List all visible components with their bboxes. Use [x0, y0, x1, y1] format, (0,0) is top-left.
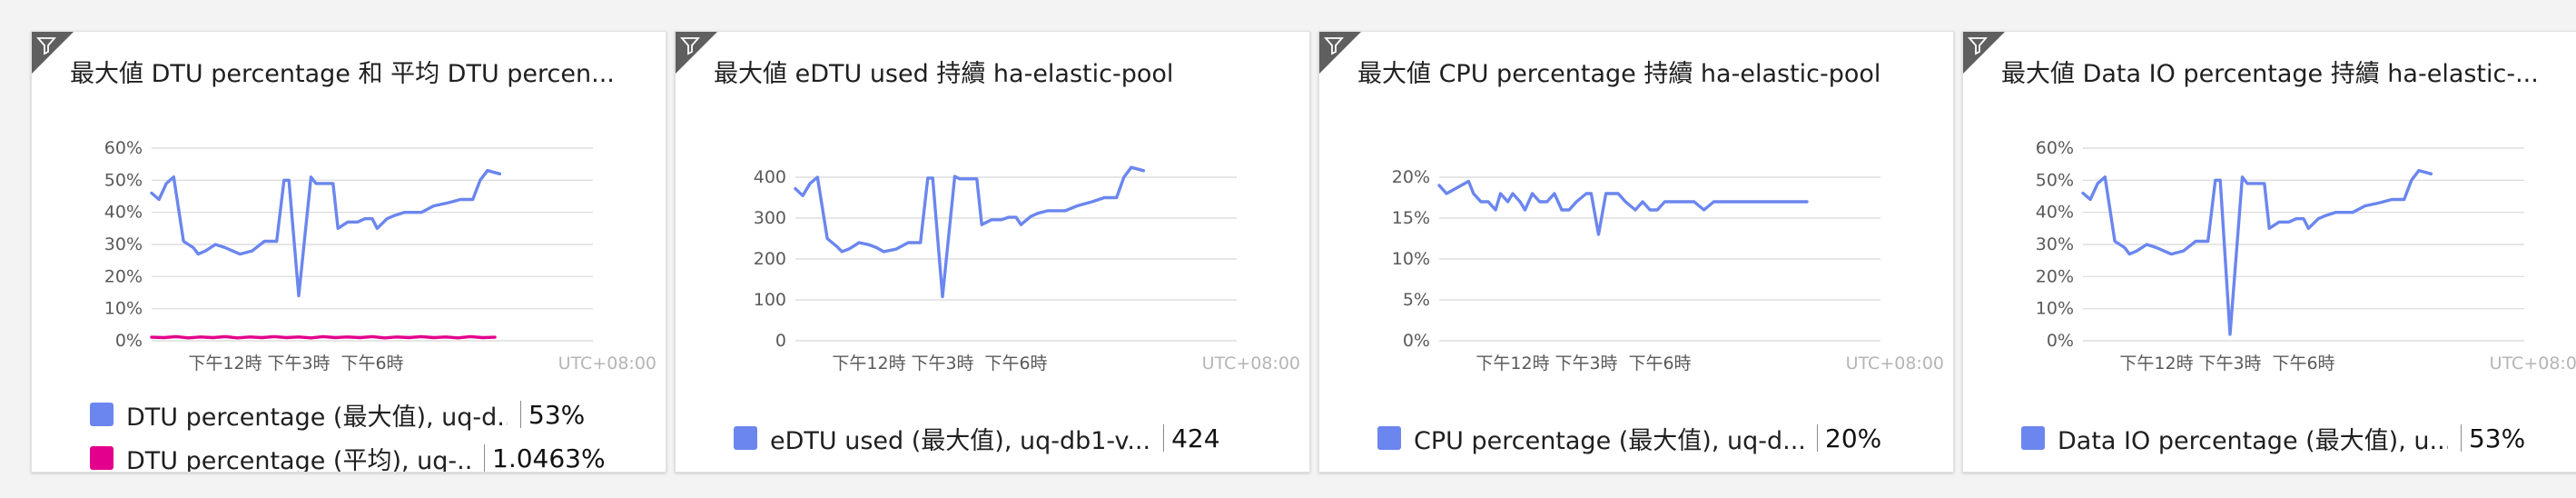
y-tick-label: 10%: [104, 299, 143, 319]
legend-swatch: [2021, 426, 2045, 450]
filter-icon[interactable]: [1963, 32, 2005, 74]
timezone-label: UTC+08:00: [1202, 354, 1300, 374]
y-tick-label: 30%: [104, 234, 143, 254]
filter-icon[interactable]: [1319, 32, 1361, 74]
y-tick-label: 100: [754, 290, 786, 310]
series-line[interactable]: [2081, 168, 2433, 336]
legend-value: 1.0463%: [492, 443, 606, 473]
timezone-label: UTC+08:00: [1846, 354, 1944, 374]
x-tick-label: 下午12時: [188, 354, 262, 374]
y-tick-label: 5%: [1403, 290, 1430, 310]
x-tick-label: 下午6時: [2272, 354, 2334, 374]
tile-cpu-percentage[interactable]: 最大値 CPU percentage 持續 ha-elastic-pool 20…: [1318, 31, 1954, 473]
legend-swatch: [90, 403, 114, 426]
filter-icon[interactable]: [32, 32, 74, 74]
x-tick-label: 下午12時: [1476, 354, 1549, 374]
legend-divider: [484, 444, 485, 472]
legend-series-name: DTU percentage (平均), uq-...: [126, 446, 471, 473]
legend-series-name: Data IO percentage (最大值), u...: [2058, 426, 2448, 455]
legend-swatch: [1377, 426, 1401, 450]
y-tick-label: 0%: [115, 331, 143, 351]
y-tick-label: 400: [754, 167, 786, 187]
y-tick-label: 40%: [2036, 203, 2074, 223]
y-tick-label: 20%: [2036, 266, 2074, 286]
y-tick-label: 60%: [104, 138, 143, 158]
tile-data-io-percentage[interactable]: 最大値 Data IO percentage 持續 ha-elastic-...…: [1962, 31, 2576, 473]
y-tick-label: 300: [754, 208, 786, 228]
legend-item[interactable]: DTU percentage (最大值), uq-d... 53%: [90, 396, 585, 433]
y-tick-label: 15%: [1392, 208, 1430, 228]
legend-item[interactable]: eDTU used (最大值), uq-db1-v... 424: [734, 420, 1220, 456]
x-tick-label: 下午12時: [832, 354, 905, 374]
timezone-label: UTC+08:00: [558, 354, 656, 374]
legend-swatch: [734, 426, 757, 450]
y-tick-label: 50%: [104, 170, 143, 190]
line-chart: 20% 15% 10% 5% 0% 下午12時 下午3時 下午6時 UTC+08:00: [1392, 167, 1944, 374]
legend-value: 53%: [2468, 423, 2526, 453]
y-tick-label: 50%: [2036, 170, 2074, 190]
legend-divider: [1817, 424, 1818, 452]
x-tick-label: 下午6時: [1628, 354, 1691, 374]
legend-value: 20%: [1825, 423, 1882, 453]
y-tick-label: 60%: [2036, 138, 2074, 158]
y-tick-label: 0%: [2047, 331, 2074, 351]
legend-value: 424: [1171, 423, 1220, 453]
legend-item[interactable]: CPU percentage (最大值), uq-d... 20%: [1377, 420, 1881, 456]
tile-title: 最大値 DTU percentage 和 平均 DTU percen...: [70, 60, 615, 88]
series-line[interactable]: [794, 165, 1146, 299]
series-line[interactable]: [150, 334, 497, 340]
x-tick-label: 下午6時: [341, 354, 403, 374]
legend-series-name: DTU percentage (最大值), uq-d...: [126, 403, 508, 432]
tile-title: 最大値 Data IO percentage 持續 ha-elastic-...: [2001, 60, 2539, 88]
y-tick-label: 200: [754, 249, 786, 269]
x-tick-label: 下午3時: [267, 354, 330, 374]
series-line[interactable]: [150, 168, 502, 298]
x-tick-label: 下午6時: [984, 354, 1047, 374]
y-tick-label: 20%: [104, 266, 143, 286]
legend-value: 53%: [528, 399, 586, 430]
y-tick-label: 30%: [2036, 234, 2074, 254]
tile-title: 最大値 CPU percentage 持續 ha-elastic-pool: [1357, 60, 1881, 88]
x-tick-label: 下午12時: [2119, 354, 2193, 374]
y-tick-label: 10%: [1392, 249, 1430, 269]
y-tick-label: 40%: [104, 203, 143, 223]
filter-icon[interactable]: [676, 32, 717, 74]
legend-swatch: [90, 446, 114, 470]
x-tick-label: 下午3時: [911, 354, 973, 374]
x-tick-label: 下午3時: [1554, 354, 1617, 374]
legend-item[interactable]: DTU percentage (平均), uq-... 1.0463%: [90, 440, 606, 473]
line-chart: 60% 50% 40% 30% 20% 10% 0% 下午12時 下午3時 下午6時 UTC+08:…: [2036, 138, 2576, 374]
y-tick-label: 0%: [1403, 331, 1430, 351]
tile-dtu-percentage[interactable]: 最大値 DTU percentage 和 平均 DTU percen... 60…: [31, 31, 666, 473]
y-tick-label: 0: [775, 331, 786, 351]
y-tick-label: 10%: [2036, 299, 2074, 319]
legend-series-name: CPU percentage (最大值), uq-d...: [1414, 426, 1804, 455]
series-line[interactable]: [1437, 179, 1809, 236]
line-chart: 60% 50% 40% 30% 20% 10% 0% 下午12時 下午3時 下午6時 UTC+08:…: [104, 138, 656, 374]
timezone-label: UTC+08:00: [2490, 354, 2576, 374]
legend-divider: [520, 401, 521, 428]
tile-title: 最大値 eDTU used 持續 ha-elastic-pool: [714, 60, 1174, 88]
legend-divider: [1163, 424, 1165, 452]
x-tick-label: 下午3時: [2198, 354, 2261, 374]
y-tick-label: 20%: [1392, 167, 1430, 187]
legend-item[interactable]: Data IO percentage (最大值), u... 53%: [2021, 420, 2525, 456]
tile-edtu-used[interactable]: 最大値 eDTU used 持續 ha-elastic-pool 400 300 2…: [675, 31, 1310, 473]
legend-series-name: eDTU used (最大值), uq-db1-v...: [770, 426, 1151, 455]
line-chart: 400 300 200 100 0 下午12時 下午3時 下午6時 UTC+08:00: [754, 165, 1300, 374]
legend-divider: [2461, 424, 2462, 452]
